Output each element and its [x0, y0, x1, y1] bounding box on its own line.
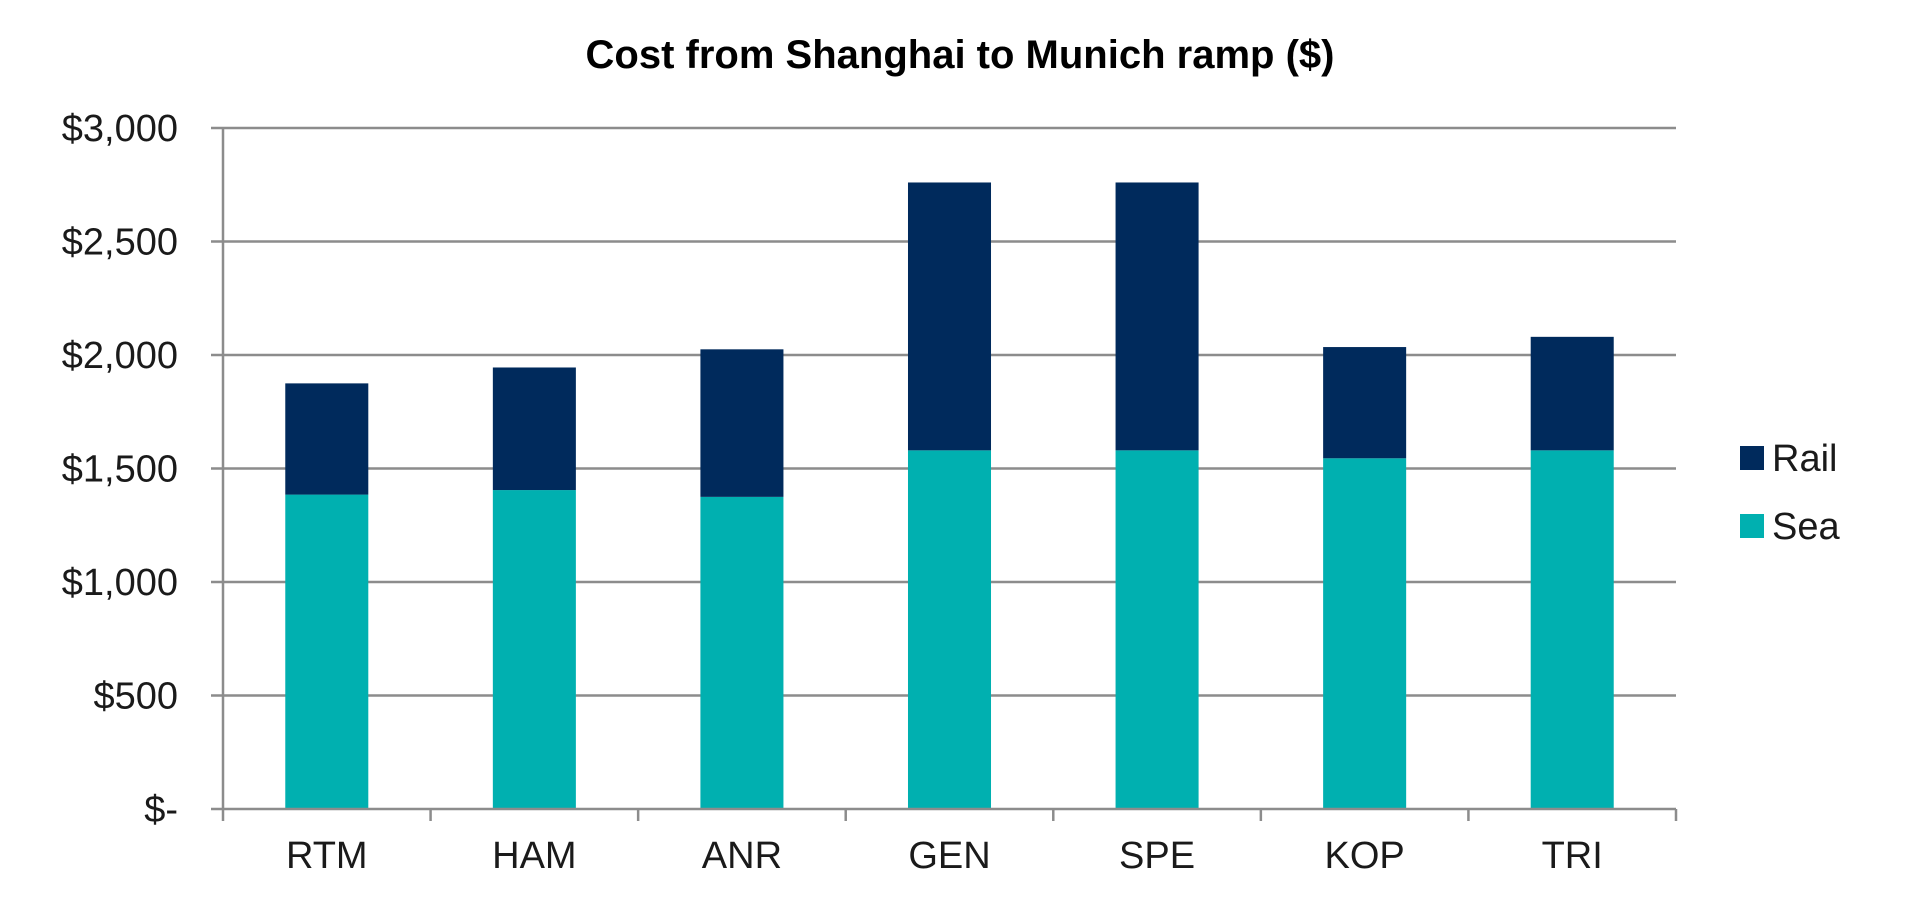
- x-tick-label: GEN: [908, 835, 990, 877]
- bars: [285, 182, 1614, 809]
- x-axis-tick-labels: RTM HAM ANR GEN SPE KOP TRI: [286, 835, 1603, 877]
- bar-rail-anr: [700, 349, 784, 497]
- x-tick-label: KOP: [1325, 835, 1405, 877]
- bar-rail-spe: [1115, 182, 1199, 451]
- bar-sea-tri: [1530, 450, 1614, 809]
- y-tick-label: $-: [144, 789, 178, 831]
- y-tick-label: $2,500: [62, 222, 178, 264]
- x-tick-label: ANR: [702, 835, 782, 877]
- bar-sea-ham: [492, 490, 576, 809]
- bar-rail-gen: [907, 182, 992, 451]
- bar-sea-rtm: [285, 494, 369, 809]
- legend: Rail Sea: [1740, 438, 1840, 548]
- y-axis-tick-labels: $- $500 $1,000 $1,500 $2,000 $2,500 $3,000: [62, 108, 178, 831]
- x-tick-label: TRI: [1542, 835, 1603, 877]
- y-tick-label: $500: [93, 676, 178, 718]
- x-tick-label: SPE: [1119, 835, 1195, 877]
- bar-sea-gen: [907, 450, 992, 809]
- bar-sea-anr: [700, 496, 784, 809]
- legend-label-rail: Rail: [1772, 438, 1837, 480]
- bar-sea-spe: [1115, 450, 1199, 809]
- x-tick-label: RTM: [286, 835, 368, 877]
- x-axis: [211, 128, 1678, 821]
- y-tick-label: $3,000: [62, 108, 178, 150]
- bar-rail-ham: [492, 367, 576, 491]
- chart-title: Cost from Shanghai to Munich ramp ($): [586, 33, 1335, 77]
- x-tick-label: HAM: [492, 835, 576, 877]
- bar-rail-rtm: [285, 383, 369, 495]
- legend-label-sea: Sea: [1772, 506, 1840, 548]
- bar-rail-kop: [1323, 347, 1407, 459]
- y-tick-label: $1,500: [62, 449, 178, 491]
- legend-swatch-sea: [1740, 514, 1764, 538]
- y-tick-label: $1,000: [62, 562, 178, 604]
- y-tick-label: $2,000: [62, 335, 178, 377]
- legend-swatch-rail: [1740, 446, 1764, 470]
- bar-sea-kop: [1323, 458, 1407, 809]
- bar-rail-tri: [1530, 336, 1614, 451]
